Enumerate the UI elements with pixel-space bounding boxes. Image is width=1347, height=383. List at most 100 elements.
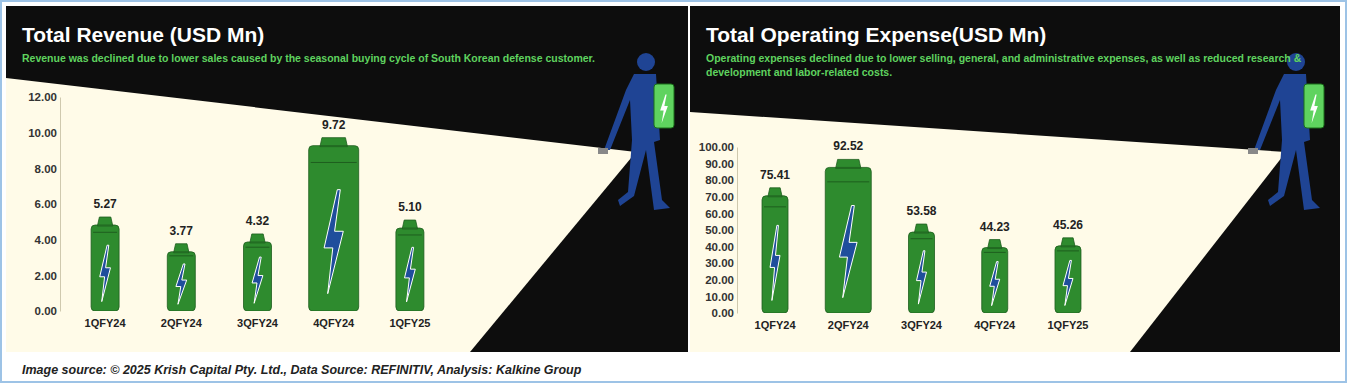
x-tick: 1QFY24 <box>755 317 797 331</box>
x-tick: 3QFY24 <box>237 315 279 329</box>
bar <box>396 220 424 311</box>
x-tick: 2QFY24 <box>161 315 203 329</box>
x-tick: 2QFY24 <box>828 317 870 331</box>
x-tick: 4QFY24 <box>974 317 1016 331</box>
battery-stripe <box>911 238 933 239</box>
x-tick-label: 2QFY24 <box>828 319 870 331</box>
panel-background <box>6 6 688 352</box>
y-axis-line <box>60 98 61 312</box>
x-tick: 1QFY25 <box>389 315 430 329</box>
figure: Total Revenue (USD Mn)Revenue was declin… <box>0 0 1347 383</box>
y-tick-label: 4.00 <box>35 234 57 246</box>
y-tick-label: 90.00 <box>705 158 734 170</box>
y-tick-label: 10.00 <box>28 127 57 139</box>
backpack-bolt <box>1310 94 1318 123</box>
battery-stripe <box>246 247 270 248</box>
backpack <box>654 84 674 128</box>
y-axis-line <box>737 148 738 314</box>
battery-bolt <box>405 247 416 302</box>
data-label: 5.27 <box>93 197 117 211</box>
x-tick-label: 2QFY24 <box>161 317 203 329</box>
battery-bolt <box>917 251 927 304</box>
y-tick-label: 20.00 <box>705 274 734 286</box>
battery-stripe <box>169 255 193 256</box>
chart-panel: Total Operating Expense(USD Mn) Operating… <box>690 6 1340 352</box>
chart-subtitle: Operating expenses declined due to lower… <box>706 52 1302 78</box>
battery-stripe <box>1057 250 1079 251</box>
y-tick-label: 0.00 <box>712 307 734 319</box>
y-axis: 0.00 10.00 20.00 30.00 40.00 50.00 60.00 70.00 8… <box>699 141 738 319</box>
panel-background <box>690 6 1340 352</box>
bar <box>982 240 1008 313</box>
y-tick: 2.00 <box>35 270 60 282</box>
y-tick-label: 50.00 <box>705 224 734 236</box>
battery-bolt <box>252 257 263 303</box>
data-label: 9.72 <box>322 118 346 132</box>
y-tick: 10.00 <box>28 127 60 139</box>
x-tick-label: 1QFY24 <box>755 319 797 331</box>
battery-bolt <box>770 225 780 300</box>
chart-panel: Total Revenue (USD Mn)Revenue was declin… <box>6 6 688 352</box>
battery-stripe <box>398 234 422 235</box>
bars <box>91 138 424 311</box>
x-tick: 1QFY25 <box>1047 317 1088 331</box>
battery-stripe <box>984 252 1006 253</box>
bar <box>762 188 788 313</box>
y-tick-label: 70.00 <box>705 191 734 203</box>
flashlight <box>598 148 608 154</box>
battery-bolt <box>990 262 1000 306</box>
battery-bolt <box>100 245 111 301</box>
chart-title: Total Operating Expense(USD Mn) <box>706 23 1046 46</box>
subtitle-line: development and labor-related costs. <box>706 66 892 78</box>
data-label: 45.26 <box>1053 218 1083 232</box>
battery-stripe <box>827 181 869 182</box>
y-tick: 0.00 <box>35 305 60 317</box>
battery-stripe <box>764 206 786 207</box>
source-note: Image source: © 2025 Krish Capital Pty. … <box>22 363 582 377</box>
y-tick: 60.00 <box>705 208 737 220</box>
y-tick-label: 12.00 <box>28 91 57 103</box>
y-tick: 12.00 <box>28 91 60 103</box>
data-labels: 75.4192.5253.5844.2345.26 <box>760 139 1083 233</box>
x-axis: 1QFY24 2QFY24 3QFY24 4QFY24 1QFY25 <box>755 317 1089 331</box>
x-axis: 1QFY24 2QFY24 3QFY24 4QFY24 1QFY25 <box>85 315 431 329</box>
y-tick-label: 60.00 <box>705 208 734 220</box>
light-beam <box>6 78 636 352</box>
y-tick: 4.00 <box>35 234 60 246</box>
y-tick: 20.00 <box>705 274 737 286</box>
x-tick-label: 4QFY24 <box>313 317 355 329</box>
data-label: 75.41 <box>760 168 790 182</box>
y-tick: 100.00 <box>699 141 737 153</box>
x-tick-label: 4QFY24 <box>974 319 1016 331</box>
battery-bolt <box>176 264 187 304</box>
y-tick: 10.00 <box>705 291 737 303</box>
x-tick-label: 3QFY24 <box>901 319 943 331</box>
bar <box>1055 238 1081 313</box>
data-label: 44.23 <box>980 220 1010 234</box>
bar <box>309 138 359 311</box>
y-tick: 6.00 <box>35 198 60 210</box>
battery-stripe <box>93 232 117 233</box>
chart-subtitle: Revenue was declined due to lower sales … <box>22 52 595 64</box>
data-label: 4.32 <box>246 214 270 228</box>
y-tick-label: 80.00 <box>705 174 734 186</box>
y-axis: 0.00 2.00 4.00 6.00 8.00 10.00 12.00 <box>28 91 60 317</box>
y-tick-label: 0.00 <box>35 305 57 317</box>
data-labels: 5.27 3.77 4.32 9.72 5.10 <box>93 118 421 238</box>
battery-bolt <box>324 190 343 294</box>
y-tick-label: 2.00 <box>35 270 57 282</box>
data-label: 5.10 <box>398 200 422 214</box>
y-tick-label: 100.00 <box>699 141 734 153</box>
y-tick: 30.00 <box>705 257 737 269</box>
x-tick-label: 1QFY24 <box>85 317 127 329</box>
bars <box>762 159 1081 313</box>
y-tick: 70.00 <box>705 191 737 203</box>
light-beam <box>690 112 1286 352</box>
subtitle-line: Operating expenses declined due to lower… <box>706 52 1302 64</box>
battery-stripe <box>311 162 357 163</box>
y-tick-label: 8.00 <box>35 163 57 175</box>
y-tick: 40.00 <box>705 241 737 253</box>
data-label: 3.77 <box>170 224 194 238</box>
bar <box>167 244 195 311</box>
x-tick-label: 1QFY25 <box>1047 319 1088 331</box>
